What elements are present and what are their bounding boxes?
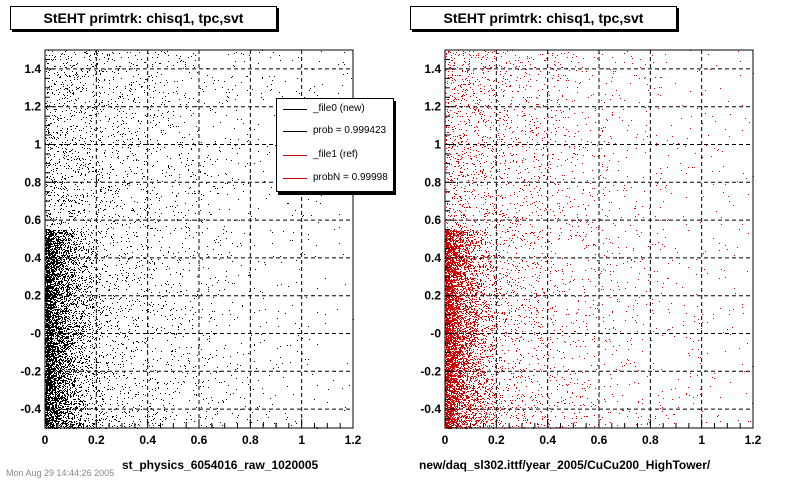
y-tick-label: 0.2: [424, 289, 441, 303]
legend-entry-prob: prob = 0.999423: [277, 125, 393, 137]
legend-label-probn: probN = 0.99998: [313, 172, 388, 183]
plot-right: 0 0.2 0.4 0.6 0.8 1 1.2 -0.4 -0.2 -0 0.2 0.4 0.6 0.8 1…: [420, 49, 762, 447]
legend-entry-probn: probN = 0.99998: [277, 172, 393, 184]
legend: _file0 (new) prob = 0.999423 _file1 (ref…: [276, 98, 394, 192]
y-tick-label: 1: [34, 138, 41, 152]
y-tick-label: -0.4: [420, 402, 441, 416]
x-tick-label: 0: [442, 433, 449, 447]
x-tick-label: 0.4: [539, 433, 556, 447]
timestamp-footer: Mon Aug 29 14:44:26 2005: [6, 468, 115, 478]
y-tick-label: 0.4: [24, 251, 41, 265]
legend-label-file0: _file0 (new): [313, 103, 365, 114]
x-tick-label: 0.2: [488, 433, 505, 447]
x-tick-label: 0.8: [642, 433, 659, 447]
x-tick-label: 0.6: [191, 433, 208, 447]
y-tick-label: 0.4: [424, 251, 441, 265]
plot-left: 0 0.2 0.4 0.6 0.8 1 1.2 -0.4 -0.2 -0 0.2 0.4 0.6 0.8 1…: [20, 49, 362, 447]
legend-line-prob: [283, 131, 307, 132]
y-tick-label: 0.2: [24, 289, 41, 303]
x-tick-label: 1.2: [745, 433, 762, 447]
legend-entry-file1: _file1 (ref): [277, 149, 393, 161]
x-tick-label: 0: [42, 433, 49, 447]
legend-line-file1: [283, 155, 307, 156]
x-tick-label: 0.2: [88, 433, 105, 447]
legend-line-probn: [283, 178, 307, 179]
y-tick-label: 1: [434, 138, 441, 152]
y-tick-label: 1.2: [24, 100, 41, 114]
y-tick-label: 0.8: [24, 175, 41, 189]
x-tick-label: 0.6: [591, 433, 608, 447]
x-tick-label: 0.8: [242, 433, 259, 447]
x-tick-label: 0.4: [139, 433, 156, 447]
y-tick-label: 1.2: [424, 100, 441, 114]
y-tick-label: -0.2: [20, 364, 41, 378]
legend-label-file1: _file1 (ref): [313, 149, 359, 160]
legend-line-file0: [283, 109, 307, 110]
right-chart-title: StEHT primtrk: chisq1, tpc,svt: [410, 6, 677, 30]
left-x-axis-label: st_physics_6054016_raw_1020005: [122, 458, 319, 472]
x-tick-label: 1: [298, 433, 305, 447]
y-tick-label: -0: [430, 327, 441, 341]
y-tick-label: -0: [30, 327, 41, 341]
legend-entry-file0: _file0 (new): [277, 103, 393, 115]
legend-label-prob: prob = 0.999423: [313, 125, 387, 136]
y-tick-label: -0.2: [420, 364, 441, 378]
right-x-axis-label: new/daq_sl302.ittf/year_2005/CuCu200_Hig…: [419, 458, 711, 472]
y-tick-label: -0.4: [20, 402, 41, 416]
x-tick-label: 1: [698, 433, 705, 447]
scatter-points: [445, 50, 754, 429]
y-tick-label: 1.4: [424, 62, 441, 76]
y-tick-label: 1.4: [24, 62, 41, 76]
y-tick-label: 0.6: [24, 213, 41, 227]
left-chart-title: StEHT primtrk: chisq1, tpc,svt: [10, 6, 277, 30]
y-tick-label: 0.8: [424, 175, 441, 189]
y-tick-label: 0.6: [424, 213, 441, 227]
x-tick-label: 1.2: [345, 433, 362, 447]
